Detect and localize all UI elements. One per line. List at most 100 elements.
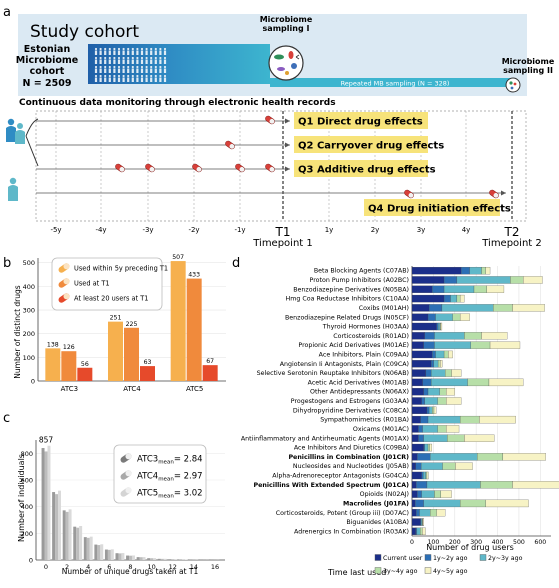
microbiome-icon-2 [505,77,521,93]
pill-cap [269,118,275,125]
panel-c-xlabel: Number of unique drugs taken at T1 [62,567,199,576]
legend-label: ATC5mean= 3.02 [137,489,203,500]
stacked-bar-segment [423,471,427,480]
category-label: Benzodiazepine Related Drugs (N05CF) [285,314,409,321]
stacked-bar-segment [456,294,461,303]
stacked-bar-segment [433,406,437,414]
stacked-bar-segment [432,406,435,414]
histogram-bar [136,557,140,560]
stacked-bar-segment [424,332,435,340]
person-dot-icon [163,74,167,78]
histogram-bar [44,451,48,560]
category-label: Thyroid Hormones (H03AA) [322,324,409,331]
legend-pill-icon [58,263,70,273]
stacked-bar-segment [411,481,417,489]
legend-label: ATC3mean= 2.84 [137,455,203,466]
person-body-icon [94,77,98,82]
population-icons [94,47,167,82]
histogram-bar [100,544,104,560]
stacked-bar-segment [435,313,453,321]
x-tick-label: 400 [492,539,504,546]
person-dot-icon [99,65,102,69]
panel-b-legend-box [51,257,163,311]
timepoint-2-label: Timepoint 2 [481,238,542,249]
stacked-bar-segment [456,276,511,284]
stacked-bar-segment [467,378,490,387]
person-body-icon [104,50,107,55]
stacked-bar-segment [411,322,437,331]
person-dot-icon [113,74,116,78]
legend-pill-icon [58,278,70,288]
y-tick-label: 400 [21,503,33,511]
stacked-bar-segment [435,350,445,359]
panel-label-d: d [232,256,240,271]
histogram-bar [110,549,114,560]
legend-pill-cap [125,487,132,494]
stacked-bar-segment [432,285,445,293]
stacked-bar-segment [489,341,521,349]
person-body-icon [159,68,162,73]
person-dot-icon [113,65,116,69]
stacked-bar-segment [485,499,529,508]
axis-tick-label: -1y [234,226,245,234]
stacked-bar-segment [421,471,424,480]
arrow-head-icon [285,142,290,148]
axis-tick-label: 2y [371,226,380,234]
histogram-bar [115,553,119,560]
q3-label: Q3 Additive drug effects [298,165,436,176]
stacked-bar-segment [417,490,422,498]
histogram-bar [121,553,125,560]
stacked-bar-segment [411,462,416,470]
stacked-bar-segment [441,304,494,312]
person-dot-icon [104,74,107,78]
stacked-bar-segment [430,509,437,517]
stacked-bar-segment [411,434,419,442]
stacked-bar-segment [420,415,429,424]
continuous-monitoring: Continuous data monitoring through elect… [19,98,336,108]
pill-icon [265,163,275,173]
stacked-bar-segment [424,443,429,452]
x-tick-label: ATC5 [186,385,203,393]
person-body-icon [136,68,139,73]
panel-c-legend-box [113,444,207,504]
person-icon [8,177,18,201]
person-dot-icon [113,47,116,51]
bar-value-label: 507 [172,254,184,261]
person-body-icon [154,50,157,55]
person-body-icon [104,68,107,73]
histogram-bar [52,492,56,560]
person-dot-icon [117,56,121,60]
stacked-bar-segment [440,360,443,368]
person-dot-icon [159,47,162,51]
legend-label: At least 20 users at T1 [74,295,148,303]
stacked-bar-segment [438,322,441,331]
person-dot-icon [108,56,111,60]
stacked-bar-segment [411,285,433,293]
histogram-bar [126,555,130,560]
x-tick-label: 300 [470,539,482,546]
pill-outline [265,163,275,173]
y-tick-label: 300 [23,307,35,315]
stacked-bar-segment [425,369,432,377]
person-dot-icon [131,47,134,51]
stacked-bar-segment [411,453,418,461]
person-body-icon [154,68,157,73]
stacked-bar-segment [451,369,462,377]
y-tick-label: 600 [21,477,33,485]
stacked-bar-segment [440,490,452,498]
person-dot-icon [104,56,107,60]
stacked-bar-segment [446,388,455,396]
bar-value-label: 225 [126,321,138,328]
q4-box [364,199,500,216]
category-label: Antiinflammatory and Antirheumatic Agent… [241,435,409,442]
person-dot-icon [140,74,144,78]
person-dot-icon [154,65,157,69]
stacked-bar-segment [416,527,421,536]
q2-label: Q2 Carryover drug effects [298,141,444,152]
stacked-bar-segment [448,350,453,359]
arrow-head-icon [285,166,290,172]
person-body-icon [163,50,167,55]
histogram-bar [86,537,90,560]
study-cohort-title: Study cohort [30,22,139,42]
histogram-bar [147,558,151,560]
